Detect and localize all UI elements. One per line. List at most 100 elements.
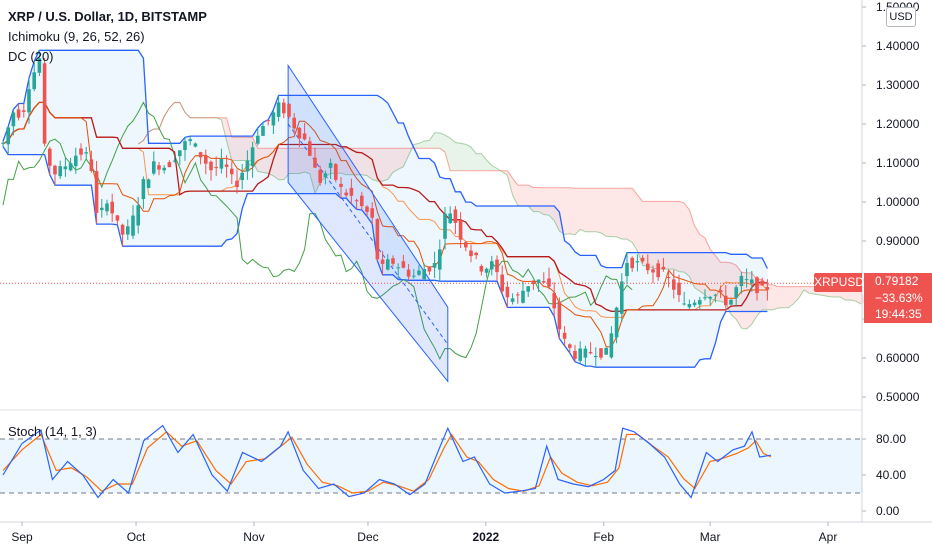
ichimoku-cloud-segment (439, 132, 445, 153)
ichimoku-cloud-segment (278, 148, 284, 180)
candle-body (6, 127, 10, 145)
candle-body (630, 257, 634, 269)
candle-body (619, 281, 624, 314)
candle-body (448, 213, 452, 224)
candle-body (723, 295, 728, 306)
candle-body (188, 139, 192, 142)
candle-body (536, 279, 541, 283)
candle-body (484, 268, 489, 273)
ichimoku-cloud-segment (668, 201, 674, 270)
candle-body (84, 152, 88, 154)
candle-body (297, 127, 302, 139)
candle-body (89, 159, 94, 172)
candle-body (567, 344, 572, 348)
candle-body (526, 286, 530, 292)
candle-body (547, 278, 551, 287)
ichimoku-cloud-segment (590, 188, 596, 232)
candle-body (198, 152, 203, 158)
candle-body (261, 126, 265, 136)
ichimoku-cloud-segment (621, 188, 627, 240)
candle-body (708, 296, 712, 299)
ichimoku-cloud-segment (294, 148, 300, 174)
ichimoku-cloud-segment (678, 201, 685, 273)
candle-body (614, 307, 619, 338)
ichimoku-cloud-segment (413, 143, 419, 149)
candle-body (115, 215, 120, 221)
candle-body (349, 187, 354, 196)
donchian-band (3, 50, 768, 368)
ichimoku-cloud-segment (642, 201, 648, 267)
x-tick-label: Nov (243, 530, 264, 544)
candle-body (120, 224, 125, 235)
ichimoku-cloud-segment (455, 142, 461, 171)
x-tick-label: Sep (11, 530, 33, 544)
ichimoku-cloud-segment (533, 187, 539, 212)
ichimoku-cloud-segment (361, 148, 367, 176)
candle-body (661, 266, 666, 270)
candle-body (354, 200, 359, 202)
candle-body (552, 292, 556, 309)
ichimoku-cloud-segment (424, 140, 430, 149)
candle-body (307, 141, 312, 156)
candle-body (479, 266, 484, 272)
candle-body (183, 141, 187, 151)
ichimoku-cloud-segment (704, 238, 711, 300)
last-price-box: 0.79182 −33.63% 19:44:35 (864, 273, 932, 323)
ichimoku-legend[interactable]: Ichimoku (9, 26, 52, 26) (8, 29, 145, 44)
candle-body (167, 162, 172, 168)
candle-body (541, 281, 546, 283)
ichimoku-cloud-segment (502, 170, 508, 176)
candle-body (578, 348, 582, 361)
ichimoku-span-a (137, 101, 862, 330)
ichimoku-cloud-segment (257, 148, 263, 173)
ichimoku-cloud-segment (434, 132, 440, 149)
candle-body (422, 269, 426, 280)
stoch-legend[interactable]: Stoch (14, 1, 3) (8, 424, 97, 439)
ichimoku-span-b (137, 101, 862, 291)
ichimoku-cloud-segment (460, 143, 466, 171)
candle-body (521, 290, 525, 303)
ichimoku-cloud-segment (684, 203, 690, 277)
currency-button[interactable]: USD (886, 7, 916, 27)
symbol-legend[interactable]: XRP / U.S. Dollar, 1D, BITSTAMP (8, 9, 207, 24)
candle-body (229, 168, 234, 175)
candle-body (110, 201, 114, 214)
candle-body (271, 112, 276, 126)
candle-body (32, 72, 36, 90)
candle-body (281, 102, 286, 114)
ichimoku-cloud-segment (715, 255, 721, 302)
ichimoku-cloud-segment (616, 188, 622, 240)
candle-body (1, 142, 5, 144)
candle-body (63, 166, 68, 170)
candle-body (58, 166, 62, 177)
candle-body (328, 162, 333, 168)
candle-body (302, 133, 307, 140)
ichimoku-cloud-segment (606, 188, 612, 237)
candle-body (37, 58, 42, 73)
candle-body (401, 261, 406, 268)
ichimoku-cloud-segment (699, 234, 705, 295)
ichimoku-cloud-segment (450, 138, 456, 171)
ichimoku-cloud-segment (481, 153, 487, 171)
ichimoku-cloud-segment (730, 262, 737, 320)
last-price-value: 0.79182 (875, 274, 919, 288)
ichimoku-cloud-segment (689, 209, 695, 288)
candle-body (235, 180, 239, 188)
candle-body (68, 163, 73, 171)
candle-body (42, 63, 47, 144)
candle-body (505, 286, 510, 298)
candle-body (11, 112, 16, 127)
donchian-legend[interactable]: DC (20) (8, 49, 54, 64)
x-tick-label: Dec (357, 530, 378, 544)
candle-body (151, 161, 156, 174)
candle-body (651, 269, 655, 273)
candle-body (266, 120, 270, 122)
ichimoku-cloud-segment (658, 201, 664, 270)
candle-body (203, 155, 208, 164)
ichimoku-tenkan (2, 101, 768, 348)
ichimoku-cloud-segment (429, 132, 435, 149)
y-tick-label: 0.60000 (876, 351, 920, 365)
candle-body (359, 195, 364, 207)
candle-body (146, 179, 151, 188)
